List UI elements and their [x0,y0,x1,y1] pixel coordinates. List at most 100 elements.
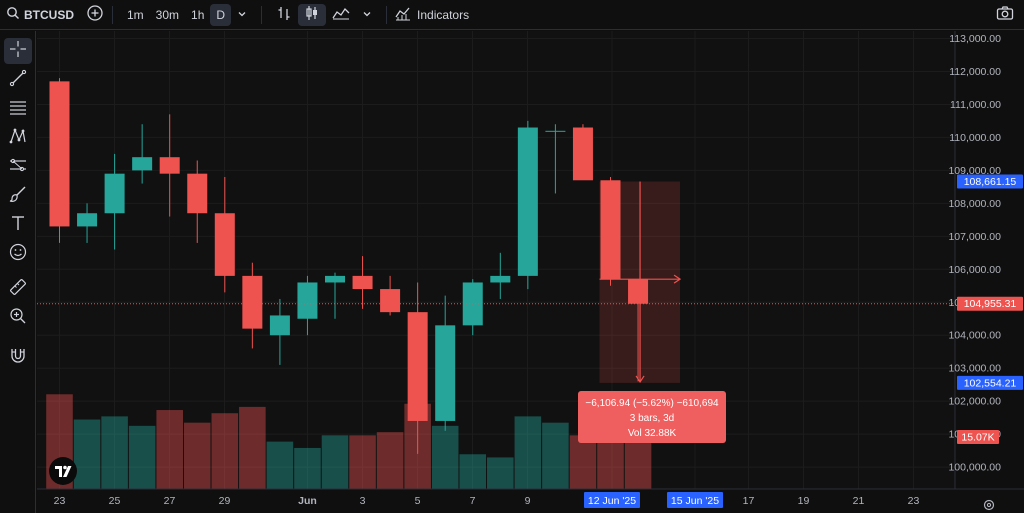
volume-bar [514,416,542,489]
candle-body [572,127,593,181]
time-tick-label: Jun [298,495,317,507]
volume-bar [624,441,652,489]
time-tick-label: 29 [219,495,231,507]
zoom-in-icon [9,307,27,330]
candles-style-button[interactable] [298,3,327,26]
trend-line-tool[interactable] [4,67,32,93]
screenshot-button[interactable] [996,0,1014,30]
candles [49,78,649,454]
price-tick-label: 112,000.00 [949,66,1001,78]
chevron-down-icon [362,8,372,22]
bar-style-button[interactable] [270,4,298,26]
candle-body [104,173,125,214]
search-icon [6,6,20,23]
time-tick-label: 3 [360,495,366,507]
interval-30m[interactable]: 30m [155,7,180,22]
price-tick-label: 106,000.00 [948,264,1001,276]
area-chart-icon [332,5,350,24]
crosshair-tool[interactable] [4,38,32,64]
tradingview-logo [49,457,77,485]
candle-body [297,282,318,319]
candlestick-chart[interactable]: 113,000.00 112,000.00 111,000.00 110,000.00… [37,31,1024,513]
tooltip-box [578,391,726,443]
volume-bar [73,419,101,489]
chevron-down-icon [237,8,247,22]
volume-bar [376,432,404,489]
pattern-icon [9,127,27,150]
volume-label [957,430,999,444]
interval-1m[interactable]: 1m [127,7,144,22]
volume-bar [183,422,211,489]
axes: 113,000.00 112,000.00 111,000.00 110,000.00… [37,31,1024,513]
fib-retracement-tool[interactable] [4,96,32,122]
candle-body [490,275,511,283]
time-range-label-text: 12 Jun '25 [588,495,636,507]
interval-1h[interactable]: 1h [191,7,205,22]
volume-bar [101,416,128,489]
indicators-label: Indicators [417,7,470,22]
magnet-icon [9,346,27,369]
brush-tool[interactable] [4,183,32,209]
text-tool[interactable] [4,212,32,238]
pattern-tool[interactable] [4,125,32,151]
bars-icon [276,5,292,24]
time-tick-label: 19 [798,495,810,507]
compare-symbol-button[interactable] [86,0,104,30]
magnet-tool[interactable] [4,344,32,370]
volume-bar [569,435,597,489]
price-tick-label: 103,000.00 [948,363,1001,375]
candle-body [325,275,345,283]
price-tick-label: 102,000.00 [948,396,1001,408]
trend-line-icon [9,69,27,92]
time-tick-label: 5 [415,495,421,507]
candle-body [628,279,649,304]
ruler-tool[interactable] [4,276,32,302]
volume-bar [459,454,487,489]
time-tick-label: 27 [164,495,176,507]
tooltip-line-3: Vol 32.88K [628,428,677,439]
area-style-button[interactable] [326,4,356,26]
price-label-upper-text: 108,661.15 [964,176,1017,188]
price-tick-label: 113,000.00 [949,33,1001,45]
price-tick-label: 109,000.00 [948,165,1001,177]
ruler-icon [9,278,27,301]
settings-gear-icon [983,499,995,511]
price-tick-label: 110,000.00 [949,132,1001,144]
candle-body [517,127,538,276]
candle-body [132,157,153,171]
interval-dropdown[interactable] [231,4,253,26]
volume-bars [46,394,652,489]
symbol-search[interactable]: BTCUSD [6,0,74,30]
indicators-button[interactable]: Indicators [395,0,469,30]
time-tick-label: 23 [908,495,920,507]
overlays [37,181,955,383]
price-tick-label: 108,000.00 [948,198,1001,210]
price-tick-label: 111,000.00 [950,99,1001,111]
volume-bar [239,406,266,489]
interval-d[interactable]: D [210,3,232,26]
chart-area[interactable]: 113,000.00 112,000.00 111,000.00 110,000.00… [37,31,1024,513]
chart-style-dropdown[interactable] [356,4,378,26]
time-axis-bg [37,489,1024,513]
emoji-tool[interactable] [4,241,32,267]
volume-bar [597,438,624,489]
candle-body [352,275,373,290]
price-label-upper [957,174,1023,189]
time-range-label [584,492,640,508]
volume-bar [542,422,569,489]
volume-bar [349,435,376,489]
divider [386,5,388,24]
tooltip-line-2: 3 bars, 3d [630,413,674,424]
candle-body [214,213,235,276]
volume-bar [211,413,239,489]
brush-icon [9,185,27,208]
zoom-tool[interactable] [4,305,32,331]
projection-tool[interactable] [4,154,32,180]
volume-bar [487,457,514,489]
time-tick-label: 9 [525,495,531,507]
candle-body [380,289,401,313]
indicators-icon [395,5,411,24]
volume-bar [128,425,156,489]
candle-body [407,312,428,421]
time-tick-label: 25 [109,495,121,507]
